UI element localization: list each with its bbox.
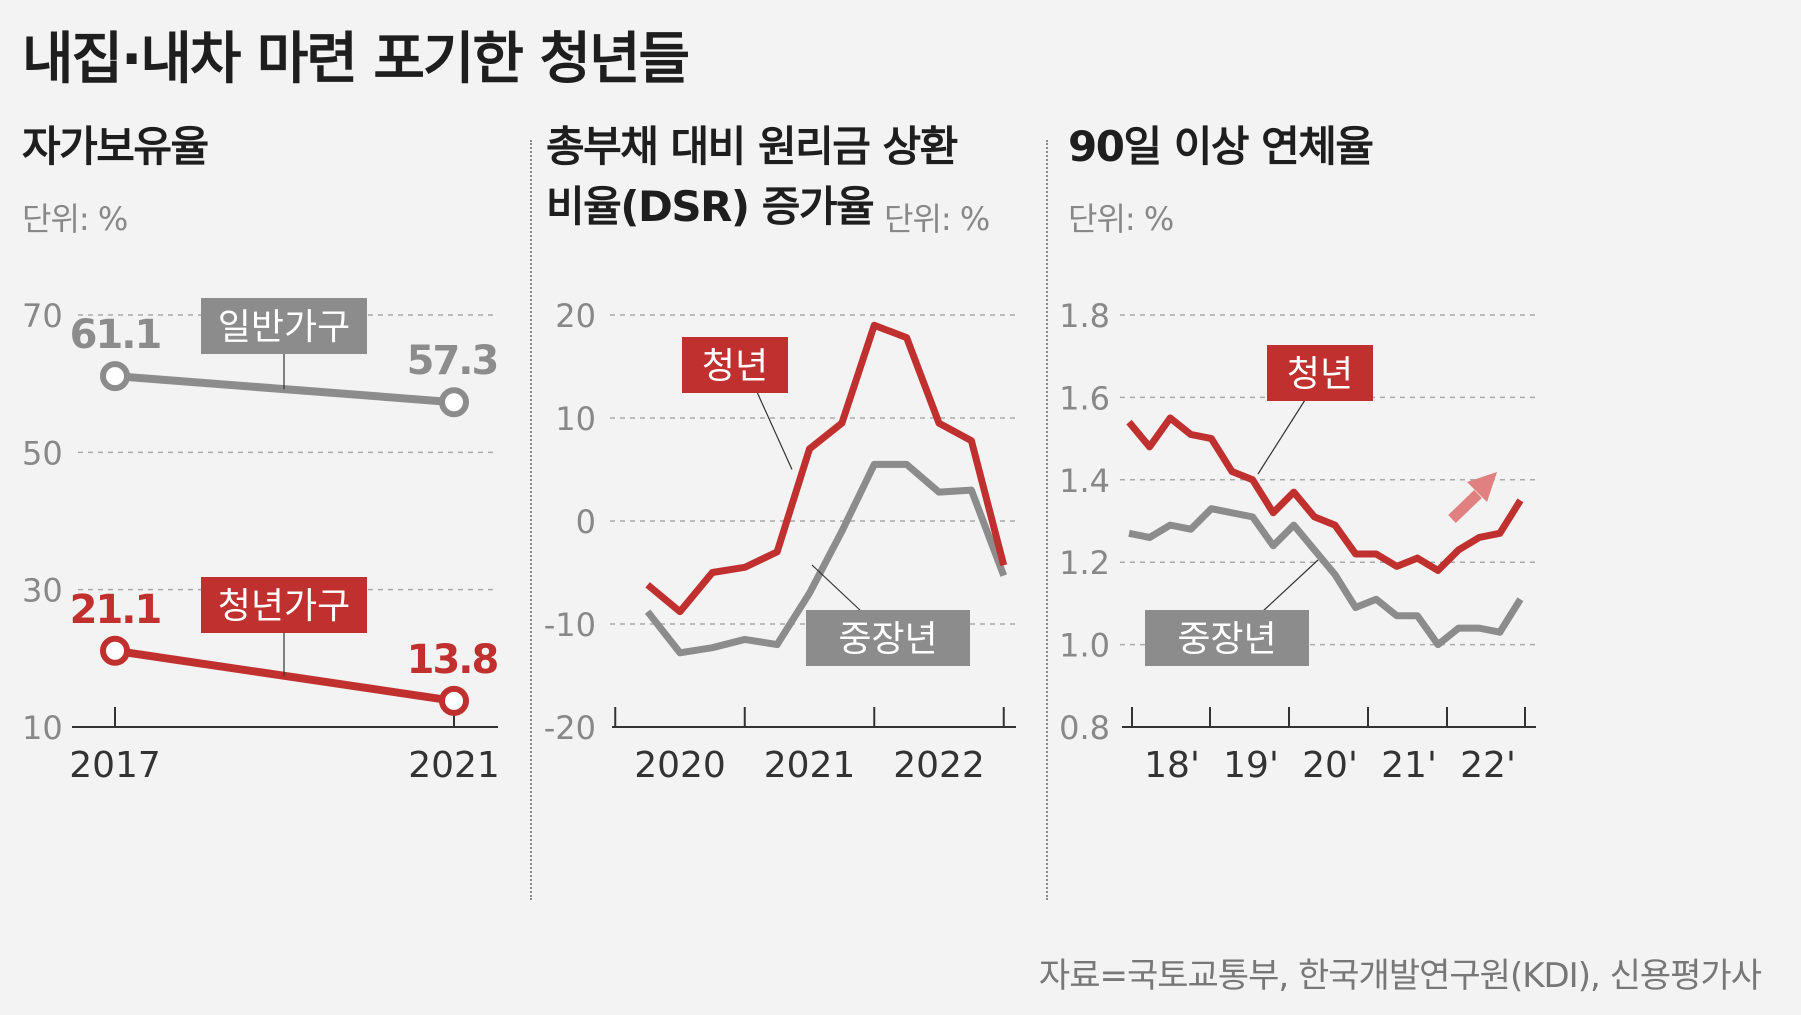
dsr-xtick-label: 2020 bbox=[634, 745, 726, 786]
home-value-label: 13.8 bbox=[407, 637, 498, 683]
overdue-panel-title: 90일 이상 연체율 bbox=[1068, 122, 1374, 171]
overdue-xtick-label: 21' bbox=[1381, 745, 1437, 786]
dsr-ytick-label: 0 bbox=[576, 503, 596, 541]
home-data-point bbox=[100, 635, 130, 666]
home-series-label: 청년가구 bbox=[218, 586, 350, 627]
dsr-xtick-label: 2022 bbox=[893, 745, 985, 786]
overdue-series-line bbox=[1128, 505, 1524, 649]
source-note: 자료=국토교통부, 한국개발연구원(KDI), 신용평가사 bbox=[1038, 956, 1762, 996]
home-ytick-label: 30 bbox=[22, 572, 63, 610]
dsr-ytick-label: -10 bbox=[544, 606, 596, 644]
dsr-series-label: 중장년 bbox=[838, 619, 937, 660]
home-panel-unit: 단위: % bbox=[22, 200, 128, 238]
overdue-xtick-label: 19' bbox=[1223, 745, 1279, 786]
home-xtick-label: 2017 bbox=[69, 745, 161, 786]
overdue-xtick-label: 18' bbox=[1144, 745, 1200, 786]
dsr-series-line bbox=[645, 321, 1008, 616]
overdue-ytick-label: 1.0 bbox=[1059, 627, 1110, 665]
home-ytick-label: 70 bbox=[22, 297, 63, 335]
overdue-ytick-label: 0.8 bbox=[1059, 709, 1110, 747]
dsr-panel-title-line2: 비율(DSR) 증가율 bbox=[546, 182, 875, 231]
page-title: 내집·내차 마련 포기한 청년들 bbox=[22, 27, 690, 92]
dsr-series-label-box bbox=[806, 610, 970, 666]
dsr-ytick-label: -20 bbox=[544, 709, 596, 747]
overdue-label-leader bbox=[1261, 559, 1319, 613]
overdue-ytick-label: 1.6 bbox=[1059, 379, 1110, 417]
home-value-label: 21.1 bbox=[70, 587, 161, 633]
overdue-xtick-label: 20' bbox=[1302, 745, 1358, 786]
dsr-ytick-label: 10 bbox=[555, 400, 596, 438]
overdue-xtick-label: 22' bbox=[1460, 745, 1516, 786]
trend-arrowhead-icon bbox=[1467, 472, 1497, 502]
home-series-label: 일반가구 bbox=[218, 307, 350, 348]
overdue-series-label: 청년 bbox=[1287, 354, 1353, 395]
overdue-ytick-label: 1.8 bbox=[1059, 297, 1110, 335]
dsr-series-label-box bbox=[682, 337, 788, 393]
dsr-label-leader bbox=[811, 564, 863, 613]
overdue-ytick-label: 1.4 bbox=[1059, 462, 1110, 500]
dsr-panel-unit: 단위: % bbox=[884, 200, 990, 238]
home-xtick-label: 2021 bbox=[408, 745, 500, 786]
overdue-panel-unit: 단위: % bbox=[1068, 200, 1174, 238]
home-series-label-box bbox=[201, 577, 367, 633]
home-value-label: 61.1 bbox=[70, 312, 161, 358]
overdue-series-label: 중장년 bbox=[1177, 619, 1276, 660]
dsr-xtick-label: 2021 bbox=[764, 745, 856, 786]
trend-arrow-icon bbox=[1448, 490, 1482, 523]
home-data-point bbox=[439, 685, 469, 716]
overdue-ytick-label: 1.2 bbox=[1059, 544, 1110, 582]
dsr-series-line bbox=[644, 460, 1008, 657]
overdue-series-line bbox=[1126, 414, 1524, 574]
home-panel-title: 자가보유율 bbox=[22, 122, 209, 171]
overdue-series-label-box bbox=[1267, 345, 1373, 401]
dsr-label-leader bbox=[756, 391, 793, 470]
home-ytick-label: 10 bbox=[22, 709, 63, 747]
panel-divider-2 bbox=[1046, 140, 1048, 900]
home-value-label: 57.3 bbox=[407, 338, 498, 384]
panel-divider-1 bbox=[530, 140, 532, 900]
home-data-point bbox=[439, 387, 469, 418]
dsr-series-label: 청년 bbox=[702, 346, 768, 387]
dsr-panel-title-line1: 총부채 대비 원리금 상환 bbox=[546, 122, 958, 171]
home-data-point bbox=[100, 361, 130, 392]
overdue-label-leader bbox=[1257, 399, 1306, 475]
overdue-series-label-box bbox=[1145, 610, 1309, 666]
dsr-ytick-label: 20 bbox=[555, 297, 596, 335]
home-ytick-label: 50 bbox=[22, 434, 63, 472]
home-series-line bbox=[114, 646, 455, 705]
home-series-label-box bbox=[201, 298, 367, 354]
